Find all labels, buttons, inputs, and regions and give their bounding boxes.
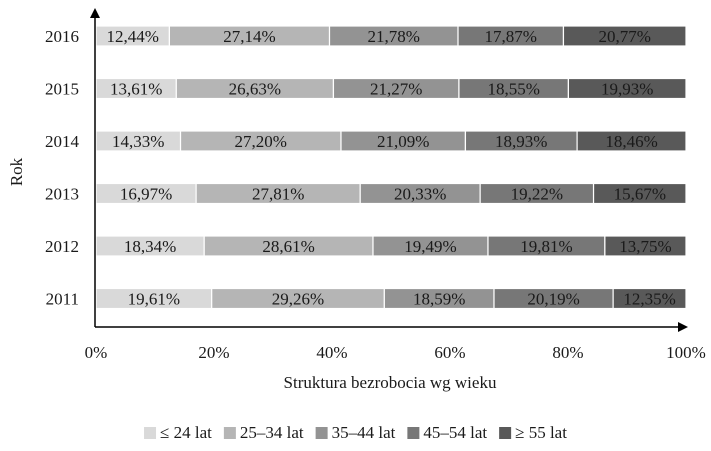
bar-value-label: 12,44% xyxy=(106,27,158,46)
legend-item: 35–44 lat xyxy=(315,423,396,442)
x-axis-title: Struktura bezrobocia wg wieku xyxy=(284,373,497,392)
bar-value-label: 20,33% xyxy=(394,185,446,204)
bars-group xyxy=(95,25,687,310)
x-tick-labels: 0% 20% 40% 60% 80% 100% xyxy=(85,343,706,362)
axes-group xyxy=(90,8,688,332)
bar-value-label: 27,81% xyxy=(252,185,304,204)
bar-value-label: 21,09% xyxy=(377,132,429,151)
legend-label: ≥ 55 lat xyxy=(515,423,567,442)
legend-label: 45–54 lat xyxy=(423,423,487,442)
bar-value-label: 26,63% xyxy=(229,80,281,99)
legend: ≤ 24 lat 25–34 lat 35–44 lat 45–54 lat ≥ 55 … xyxy=(144,423,567,442)
legend-swatch xyxy=(223,427,236,439)
x-tick-label: 100% xyxy=(666,343,706,362)
legend-swatch xyxy=(499,427,512,439)
bar-value-label: 19,49% xyxy=(404,237,456,256)
legend-label: 35–44 lat xyxy=(332,423,396,442)
bar-segment xyxy=(562,25,687,47)
bar-value-label: 13,61% xyxy=(110,80,162,99)
bar-value-label: 18,46% xyxy=(605,132,657,151)
legend-item: 45–54 lat xyxy=(407,423,487,442)
bar-segment xyxy=(576,130,687,152)
bar-value-label: 18,93% xyxy=(495,132,547,151)
bar-labels-group: 12,44% 27,14% 21,78% 17,87% 20,77% 13,61% 26,6… xyxy=(106,27,675,309)
bar-value-label: 14,33% xyxy=(112,132,164,151)
y-tick-label: 2013 xyxy=(45,185,79,204)
legend-label: ≤ 24 lat xyxy=(160,423,212,442)
bar-value-label: 12,35% xyxy=(623,290,675,309)
legend-item: ≥ 55 lat xyxy=(499,423,567,442)
y-tick-label: 2012 xyxy=(45,237,79,256)
bar-value-label: 20,19% xyxy=(527,290,579,309)
y-axis-arrow xyxy=(90,8,100,18)
x-tick-label: 80% xyxy=(552,343,583,362)
x-tick-label: 0% xyxy=(85,343,108,362)
legend-swatch xyxy=(407,427,420,439)
y-tick-label: 2016 xyxy=(45,27,79,46)
bar-value-label: 18,55% xyxy=(487,80,539,99)
legend-label: 25–34 lat xyxy=(240,423,304,442)
bar-value-label: 19,81% xyxy=(520,237,572,256)
bar-value-label: 29,26% xyxy=(272,290,324,309)
legend-swatch xyxy=(315,427,328,439)
bar-segment xyxy=(592,182,687,205)
x-tick-label: 20% xyxy=(198,343,229,362)
x-tick-label: 40% xyxy=(316,343,347,362)
bar-value-label: 19,61% xyxy=(128,290,180,309)
y-axis-title: Rok xyxy=(7,157,26,186)
bar-value-label: 21,27% xyxy=(370,80,422,99)
y-tick-labels: 2016 2015 2014 2013 2012 2011 xyxy=(45,27,80,309)
bar-value-label: 15,67% xyxy=(614,185,666,204)
bar-value-label: 13,75% xyxy=(619,237,671,256)
bar-value-label: 18,59% xyxy=(413,290,465,309)
bar-value-label: 27,20% xyxy=(235,132,287,151)
bar-value-label: 17,87% xyxy=(485,27,537,46)
bar-value-label: 27,14% xyxy=(223,27,275,46)
bar-segment xyxy=(567,77,687,100)
bar-value-label: 18,34% xyxy=(124,237,176,256)
y-tick-label: 2015 xyxy=(45,80,79,99)
bar-value-label: 19,93% xyxy=(601,80,653,99)
y-tick-label: 2014 xyxy=(45,132,80,151)
bar-segment xyxy=(604,235,687,257)
bar-value-label: 20,77% xyxy=(599,27,651,46)
bar-value-label: 19,22% xyxy=(511,185,563,204)
bar-value-label: 21,78% xyxy=(368,27,420,46)
y-tick-label: 2011 xyxy=(46,290,79,309)
x-axis-arrow xyxy=(678,322,688,332)
bar-value-label: 16,97% xyxy=(120,185,172,204)
legend-item: ≤ 24 lat xyxy=(144,423,212,442)
x-tick-label: 60% xyxy=(434,343,465,362)
bar-value-label: 28,61% xyxy=(262,237,314,256)
legend-item: 25–34 lat xyxy=(223,423,304,442)
legend-swatch xyxy=(144,427,157,439)
bar-segment xyxy=(612,287,687,310)
